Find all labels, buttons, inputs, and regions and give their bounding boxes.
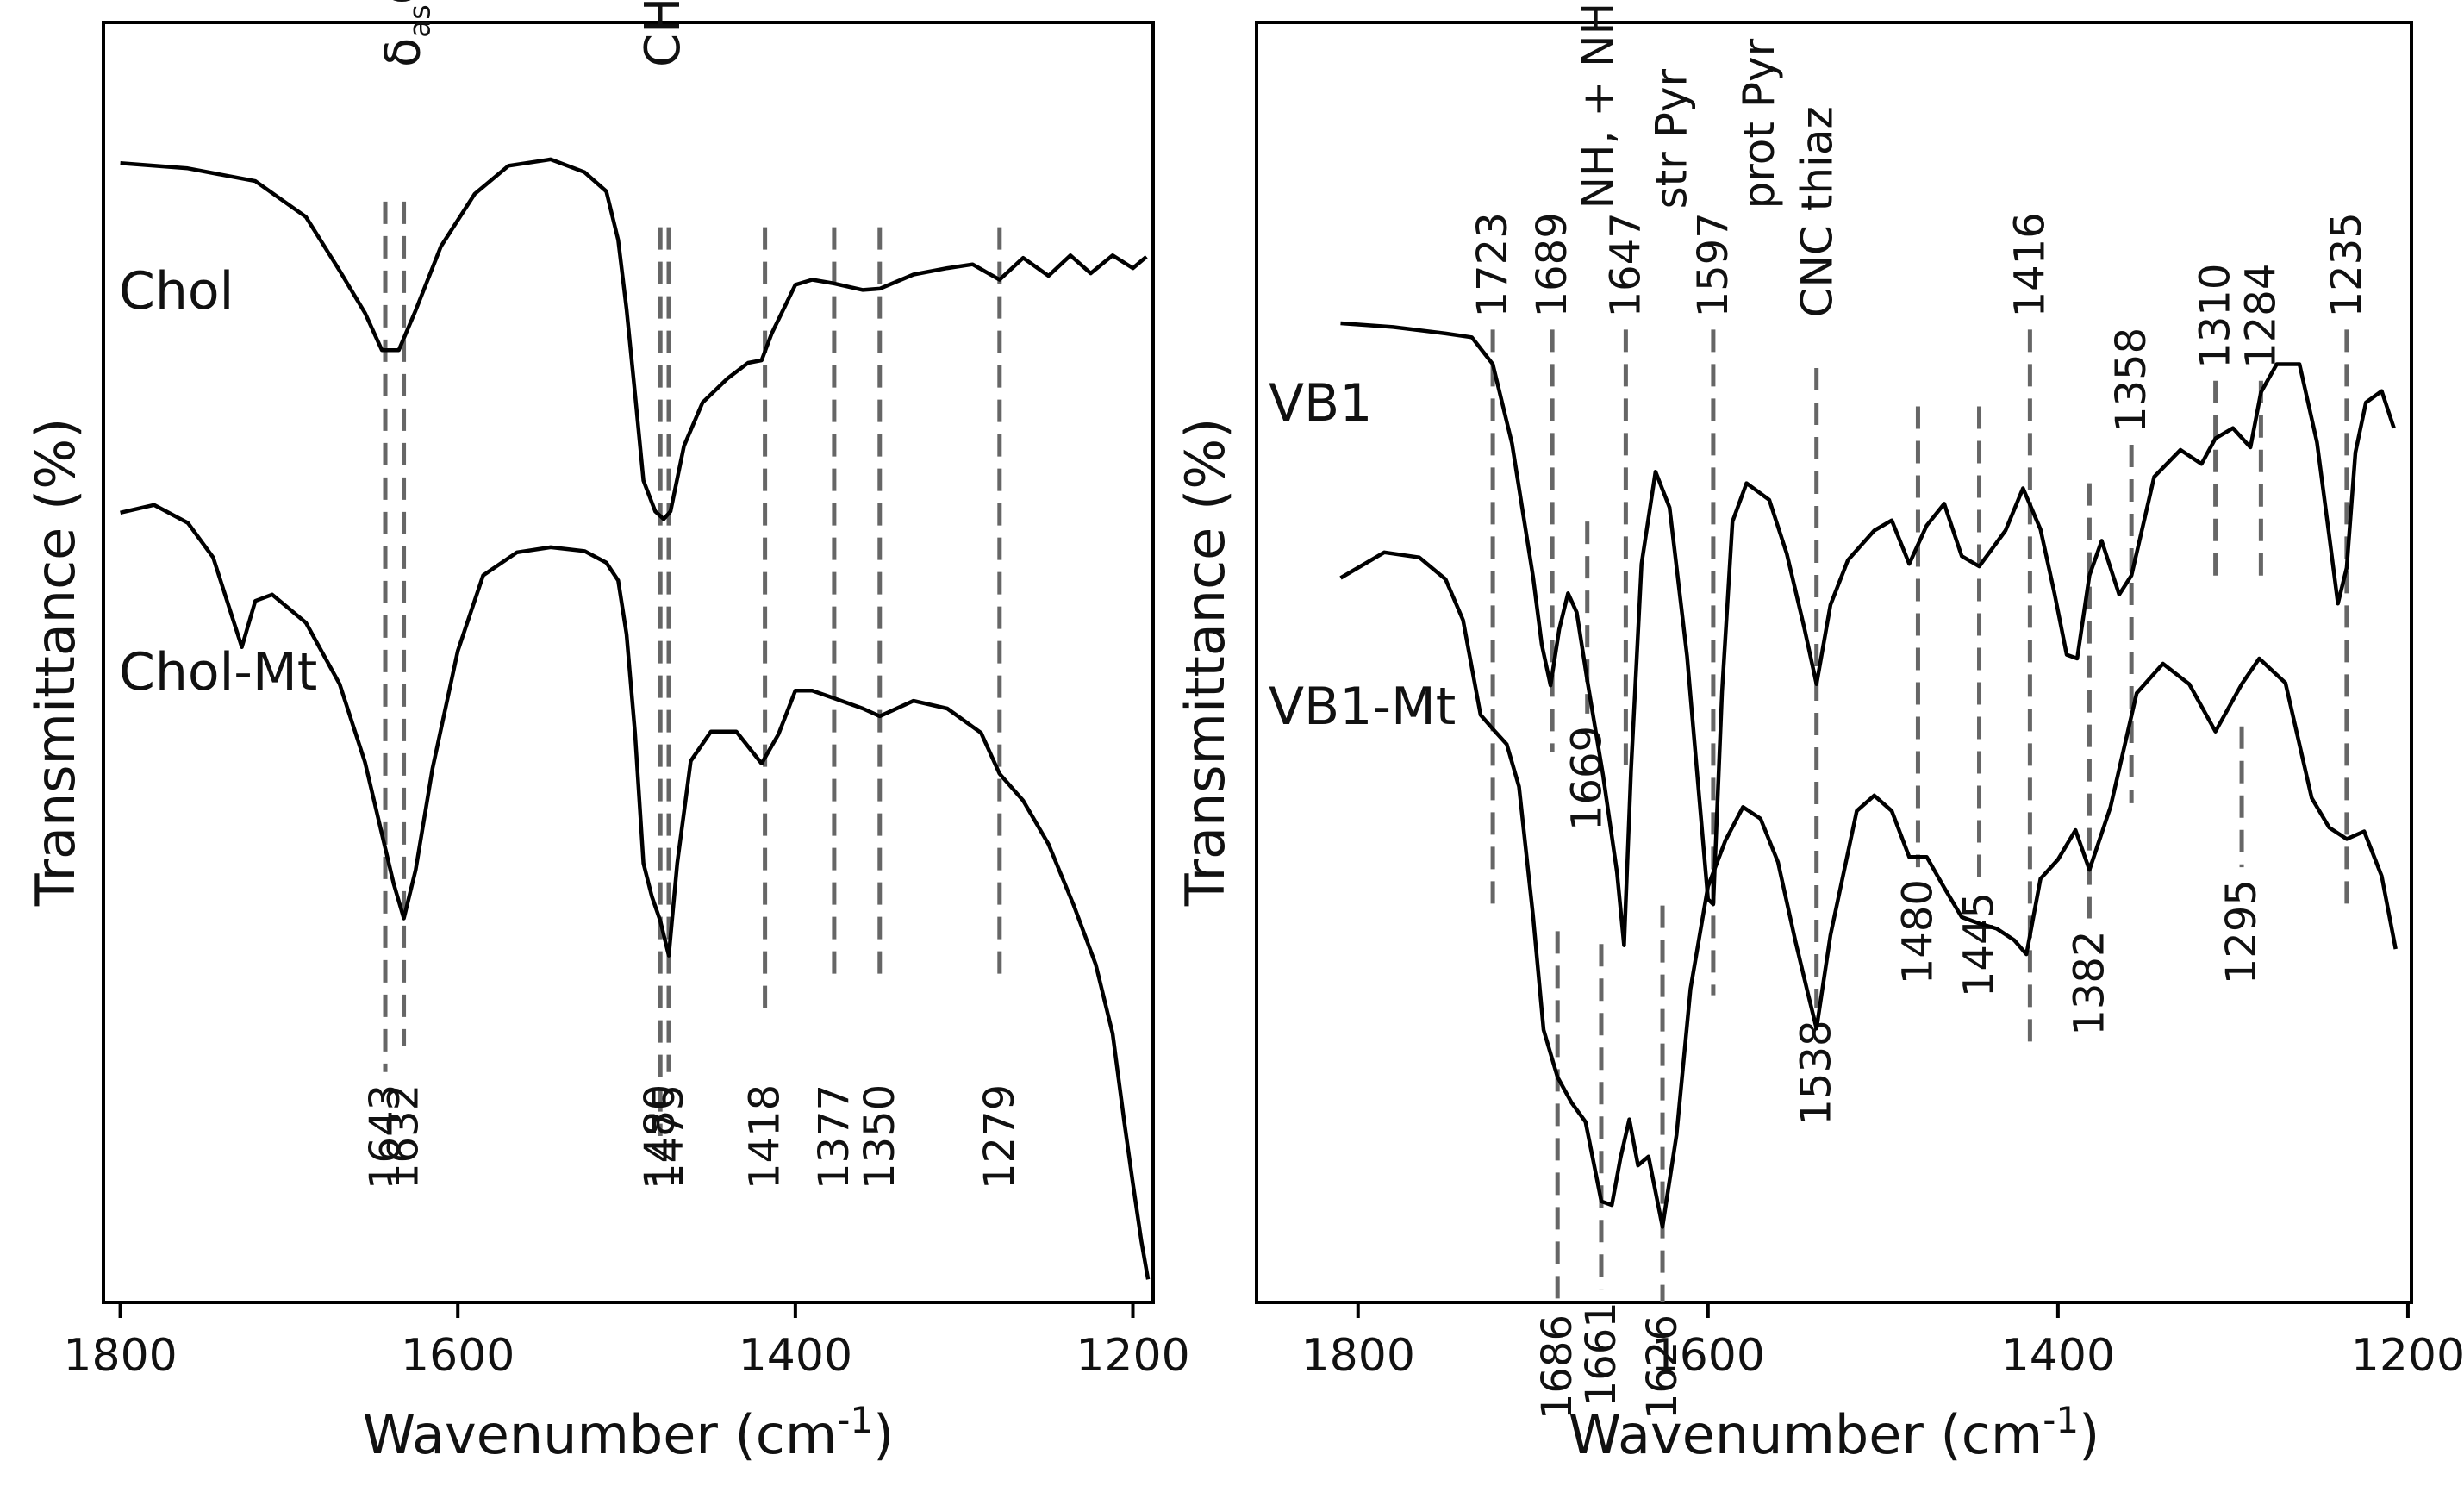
- left-x-axis-label-main: Wavenumber (cm: [363, 1403, 838, 1466]
- left-spectra: [120, 157, 1151, 1280]
- left-x-axis-label: Wavenumber (cm-1): [363, 1399, 895, 1466]
- x-tick-label-1400: 1400: [739, 1330, 852, 1382]
- right-x-axis-label: Wavenumber (cm-1): [1569, 1399, 2100, 1466]
- peak-label-1597: 1597: [1689, 212, 1737, 317]
- annotation-right-1: str Pyr: [1646, 69, 1696, 209]
- right-spectra: [1339, 321, 2398, 1229]
- annotation-right-3: CNC thiaz: [1793, 106, 1843, 317]
- right-series-label-vb1-mt: VB1-Mt: [1269, 677, 1456, 737]
- annotation-right-0: NH, + NHprot: [1573, 0, 1631, 209]
- x-tick-label-1200: 1200: [2351, 1330, 2464, 1382]
- spectrum-chol: [120, 157, 1148, 521]
- annotation-left-1: CH3: [635, 0, 697, 67]
- annotation-right-2: prot Pyr: [1734, 38, 1784, 209]
- peak-label-1538: 1538: [1793, 1020, 1841, 1125]
- peak-label-1475: 1475: [645, 1084, 693, 1189]
- left-y-axis-label: Transmittance (%): [24, 418, 87, 908]
- peak-label-1377: 1377: [810, 1084, 858, 1189]
- peak-label-1686: 1686: [1533, 1314, 1581, 1420]
- right-x-axis-label-tail: ): [2079, 1403, 2099, 1466]
- right-plot-frame: [1255, 21, 2413, 1304]
- peak-label-1295: 1295: [2218, 879, 2266, 984]
- x-tick-label-1800: 1800: [63, 1330, 177, 1382]
- peak-label-1279: 1279: [976, 1084, 1024, 1189]
- annotation-left-0-main: δ: [376, 38, 432, 67]
- peak-label-1350: 1350: [856, 1084, 904, 1189]
- annotation-left-0-sub: as: [403, 4, 438, 38]
- x-tick-label-1600: 1600: [401, 1330, 515, 1382]
- peak-label-1661: 1661: [1577, 1302, 1625, 1407]
- peak-label-1418: 1418: [741, 1084, 789, 1189]
- peak-label-1723: 1723: [1469, 212, 1517, 317]
- annotation-left-1-main: CH: [635, 0, 691, 67]
- spectrum-chol-mt: [120, 503, 1151, 1280]
- left-series-label-chol: Chol: [119, 261, 234, 322]
- peak-label-1284: 1284: [2236, 264, 2285, 369]
- x-tick-label-1600: 1600: [1651, 1330, 1765, 1382]
- peak-label-1416: 1416: [2006, 212, 2054, 317]
- right-x-ticks: 1800 1600 1400 1200: [1301, 1302, 2464, 1382]
- spectrum-vb1: [1340, 321, 2396, 947]
- peak-label-1626: 1626: [1638, 1314, 1687, 1420]
- left-series-label-chol-mt: Chol-Mt: [119, 642, 317, 702]
- peak-label-1647: 1647: [1601, 212, 1650, 317]
- x-tick-label-1400: 1400: [2001, 1330, 2115, 1382]
- peak-label-1480: 1480: [636, 1084, 684, 1189]
- annotation-right-3-main: CNC thiaz: [1793, 106, 1843, 317]
- x-tick-label-1200: 1200: [1076, 1330, 1189, 1382]
- annotation-left-0: δasOH: [376, 0, 438, 67]
- spectrum-vb1-mt: [1339, 550, 2398, 1229]
- annotation-right-0-sub: prot: [1596, 0, 1631, 3]
- peak-label-1310: 1310: [2192, 264, 2240, 369]
- annotation-left-0-tail: OH: [376, 0, 432, 4]
- right-panel: 1800 1600 1400 1200 1723 1689 1647 1597 1538 141…: [1174, 0, 2464, 1466]
- left-x-axis-label-exp: -1: [837, 1399, 873, 1441]
- annotation-right-0-main: NH, + NH: [1573, 3, 1623, 209]
- peak-label-1358: 1358: [2107, 328, 2155, 433]
- peak-label-1445: 1445: [1956, 892, 2004, 997]
- annotation-right-2-main: prot Pyr: [1734, 38, 1784, 209]
- left-x-axis-label-tail: ): [873, 1403, 894, 1466]
- left-plot-frame: [102, 21, 1155, 1304]
- peak-label-1689: 1689: [1528, 212, 1576, 317]
- right-y-axis-label: Transmittance (%): [1174, 418, 1237, 908]
- peak-label-1382: 1382: [2065, 931, 2113, 1036]
- peak-label-1235: 1235: [2323, 212, 2371, 317]
- peak-label-1480: 1480: [1893, 879, 1942, 984]
- x-tick-label-1800: 1800: [1301, 1330, 1415, 1382]
- left-annotations: δasOH CH3: [376, 0, 697, 67]
- peak-label-1643: 1643: [361, 1084, 409, 1189]
- right-series-label-vb1: VB1: [1269, 373, 1372, 434]
- peak-label-1632: 1632: [380, 1084, 428, 1189]
- right-x-axis-label-main: Wavenumber (cm: [1569, 1403, 2043, 1466]
- right-x-axis-label-exp: -1: [2043, 1399, 2079, 1441]
- left-x-ticks: 1800 1600 1400 1200: [63, 1302, 1190, 1382]
- annotation-right-1-main: str Pyr: [1646, 69, 1696, 209]
